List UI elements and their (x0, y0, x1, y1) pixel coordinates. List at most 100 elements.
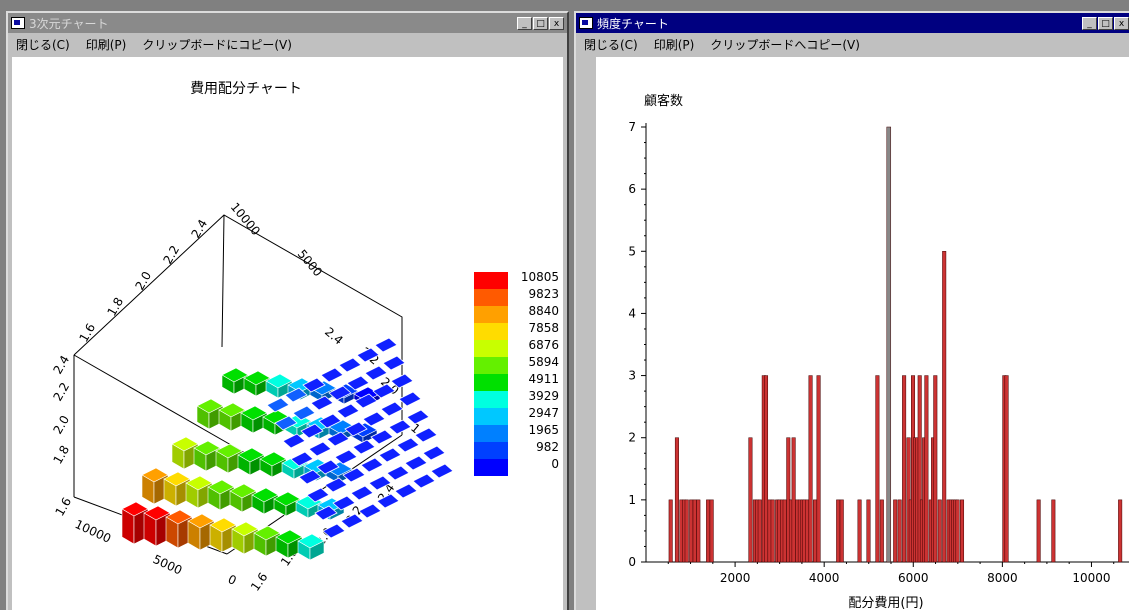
histogram-bar (668, 499, 673, 563)
grid-cell (404, 455, 428, 471)
axis-tick-label: 2.0 (50, 413, 72, 437)
grid-cell (324, 477, 348, 493)
menu-close[interactable]: 閉じる(C) (584, 37, 638, 52)
grid-cell (380, 401, 404, 417)
axis-tick-label: 2.2 (160, 243, 182, 267)
x-tick-label: 6000 (898, 571, 929, 585)
histogram-bar (816, 375, 821, 563)
close-button[interactable]: x (549, 16, 564, 30)
axis-value-label: 5000 (151, 552, 185, 578)
y-tick-label: 4 (628, 306, 636, 320)
legend-value: 1965 (528, 423, 559, 437)
histogram-bar (893, 499, 898, 563)
grid-cell (372, 383, 396, 399)
histogram-bar (709, 499, 714, 563)
legend-value: 2947 (528, 406, 559, 420)
grid-cell (344, 421, 368, 437)
y-tick-label: 7 (628, 120, 636, 134)
histogram-bar (924, 375, 929, 563)
grid-cell (356, 347, 380, 363)
chart-title: 費用配分チャート (190, 81, 302, 97)
axis-value-label: 10000 (73, 517, 114, 546)
y-tick-label: 3 (628, 369, 636, 383)
y-tick-label: 2 (628, 431, 636, 445)
frequency-chart-window: 頻度チャート _ □ x 閉じる(C) 印刷(P) クリップボードへコピー(V)… (574, 11, 1129, 610)
menu-copy-clipboard[interactable]: クリップボードへコピー(V) (710, 37, 860, 52)
legend-swatch (474, 408, 508, 425)
axis-tick-label: 2.0 (132, 269, 154, 293)
histogram-bar (1051, 499, 1056, 563)
menu-bar: 閉じる(C) 印刷(P) クリップボードにコピー(V) (8, 33, 567, 55)
title-bar[interactable]: 頻度チャート _ □ x (576, 13, 1129, 33)
grid-cell (320, 367, 344, 383)
grid-cell (388, 419, 412, 435)
maximize-button[interactable]: □ (533, 16, 548, 30)
x-tick-label: 10000 (1072, 571, 1110, 585)
legend-value: 4911 (528, 372, 559, 386)
histogram-bar (933, 375, 938, 563)
axis-tick-label: 2.4 (188, 217, 210, 241)
grid-cell (412, 473, 436, 489)
close-button[interactable]: x (1114, 16, 1129, 30)
grid-cell (346, 375, 370, 391)
axis-tick-label: 1.8 (104, 295, 126, 319)
histogram-bar (866, 499, 871, 563)
menu-print[interactable]: 印刷(P) (653, 37, 695, 52)
y-tick-label: 1 (628, 493, 636, 507)
histogram-bar (836, 499, 841, 563)
chart-3d-area: 費用配分チャート 1.6 1.8 2.0 2.2 2.4 10000 5000 2.4 2.2 2… (12, 57, 563, 610)
grid-cell (298, 469, 322, 485)
histogram-bar (897, 499, 902, 563)
minimize-button[interactable]: _ (517, 16, 532, 30)
legend-value: 0 (551, 457, 559, 471)
x-axis-label: 配分費用(円) (848, 596, 923, 610)
menu-close[interactable]: 閉じる(C) (16, 37, 70, 52)
title-bar[interactable]: 3次元チャート _ □ x (8, 13, 567, 33)
grid-cell (318, 413, 342, 429)
histogram-bar (839, 499, 844, 563)
legend-value: 8840 (528, 304, 559, 318)
histogram-bar (879, 499, 884, 563)
histogram-bar (764, 375, 769, 563)
y-axis-label: 顧客数 (644, 93, 683, 109)
grid-cell (284, 387, 308, 403)
legend-swatch (474, 459, 508, 476)
grid-cell (394, 483, 418, 499)
window-title: 頻度チャート (597, 16, 669, 31)
grid-cell (360, 457, 384, 473)
menu-copy-clipboard[interactable]: クリップボードにコピー(V) (142, 37, 292, 52)
grid-cell (290, 451, 314, 467)
histogram-bar (886, 126, 892, 563)
grid-cell (340, 513, 364, 529)
legend-value: 982 (536, 440, 559, 454)
grid-cell (274, 415, 298, 431)
app-icon[interactable] (579, 17, 593, 29)
menu-print[interactable]: 印刷(P) (85, 37, 127, 52)
maximize-button[interactable]: □ (1098, 16, 1113, 30)
grid-cell (376, 493, 400, 509)
histogram-bar (1004, 375, 1009, 563)
legend-swatch (474, 374, 508, 391)
minimize-button[interactable]: _ (1082, 16, 1097, 30)
legend-value: 9823 (528, 287, 559, 301)
histogram-bar (770, 499, 775, 563)
legend-value: 5894 (528, 355, 559, 369)
legend-swatch (474, 289, 508, 306)
menu-bar: 閉じる(C) 印刷(P) クリップボードへコピー(V) (576, 33, 1129, 55)
y-tick-label: 6 (628, 182, 636, 196)
grid-cell (336, 403, 360, 419)
histogram-area: 顧客数 配分費用(円) 0 1 2 3 4 5 6 7 2000 4000 6000 8000 1000… (596, 57, 1129, 610)
grid-cell (308, 441, 332, 457)
app-icon[interactable] (11, 17, 25, 29)
histogram-bar (674, 437, 679, 563)
grid-cell (328, 385, 352, 401)
axis-tick-label: 1.6 (76, 321, 98, 345)
grid-cell (282, 433, 306, 449)
histogram-bar (692, 499, 697, 563)
axis-tick-label: 2.4 (322, 325, 346, 348)
histogram-bar (875, 375, 880, 563)
histogram-bar (748, 437, 753, 563)
grid-cell (398, 391, 422, 407)
axis-value-label: 10000 (228, 200, 263, 238)
grid-cell (406, 409, 430, 425)
